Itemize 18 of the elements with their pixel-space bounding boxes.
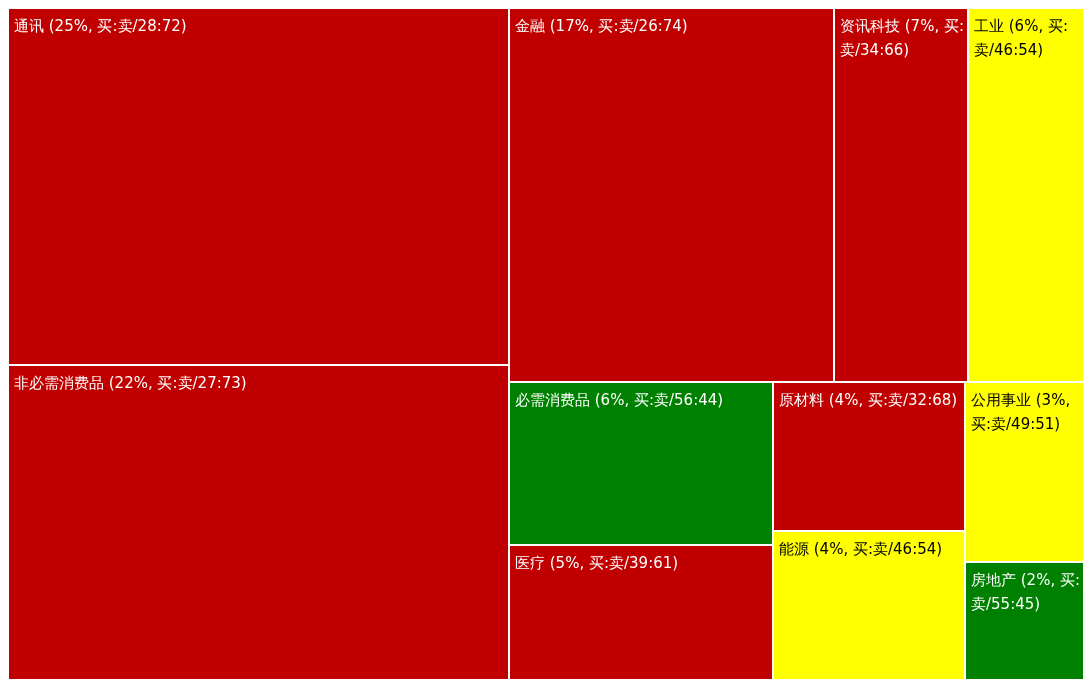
data-label: (4%, 买:卖/46:54) [813,540,943,558]
data-label: (25%, 买:卖/28:72) [48,17,187,35]
category-label: 医疗 [515,554,545,572]
category-label: 金融 [515,17,545,35]
category-label: 资讯科技 [840,17,900,35]
category-label: 公用事业 [971,391,1031,409]
category-label: 能源 [779,540,809,558]
data-label: (5%, 买:卖/39:61) [549,554,679,572]
data-label: (17%, 买:卖/26:74) [549,17,688,35]
data-label: (22%, 买:卖/27:73) [108,374,247,392]
category-label: 必需消费品 [515,391,590,409]
category-label: 非必需消费品 [14,374,104,392]
category-label: 工业 [974,17,1004,35]
category-label: 原材料 [779,391,824,409]
category-label: 通讯 [14,17,44,35]
category-label: 房地产 [971,571,1016,589]
data-label: (4%, 买:卖/32:68) [828,391,958,409]
data-label: (6%, 买:卖/56:44) [594,391,724,409]
